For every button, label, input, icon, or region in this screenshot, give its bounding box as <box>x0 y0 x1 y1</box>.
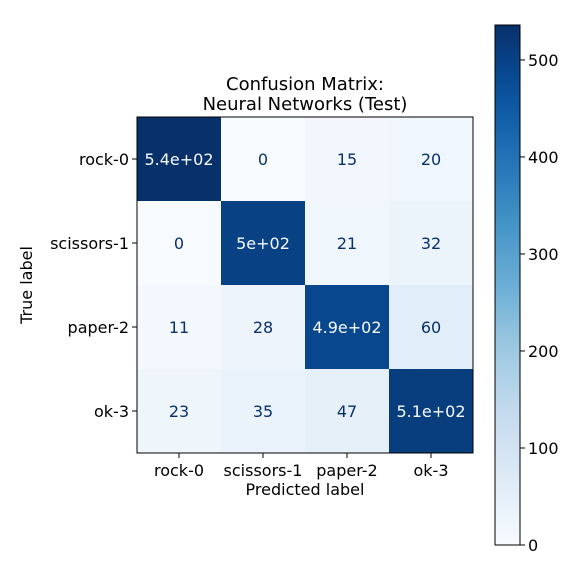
y-tick-label: rock-0 <box>79 150 129 169</box>
y-axis-label: True label <box>17 246 36 325</box>
matrix-cell <box>305 285 389 369</box>
cell-value-label: 28 <box>253 318 273 337</box>
colorbar <box>494 24 521 546</box>
x-tick-label: paper-2 <box>316 461 377 480</box>
colorbar-tick-label: 500 <box>528 51 559 70</box>
matrix-cell <box>389 117 473 201</box>
cell-value-label: 0 <box>174 234 184 253</box>
cell-value-label: 47 <box>337 402 357 421</box>
x-tick-label: rock-0 <box>154 461 204 480</box>
matrix-cell <box>389 369 473 453</box>
cell-value-label: 0 <box>258 150 268 169</box>
matrix-cell <box>221 117 305 201</box>
cell-value-label: 11 <box>169 318 189 337</box>
x-axis-ticks: rock-0 scissors-1 paper-2 ok-3 <box>154 453 449 480</box>
matrix-cell <box>305 369 389 453</box>
chart-title-line: Confusion Matrix: <box>226 74 384 95</box>
y-axis-ticks: rock-0 scissors-1 paper-2 ok-3 <box>50 150 137 421</box>
y-tick-label: scissors-1 <box>50 234 129 253</box>
cell-value-label: 5.1e+02 <box>396 402 465 421</box>
colorbar-tick-label: 200 <box>528 342 559 361</box>
cell-value-label: 35 <box>253 402 273 421</box>
colorbar-tick-label: 100 <box>528 439 559 458</box>
matrix-cell <box>137 285 221 369</box>
chart-title: Confusion Matrix:Neural Networks (Test) <box>203 74 408 115</box>
matrix-cell <box>221 285 305 369</box>
cell-value-label: 21 <box>337 234 357 253</box>
cell-value-label: 5.4e+02 <box>144 150 213 169</box>
matrix-cells <box>137 117 473 453</box>
x-tick-label: ok-3 <box>413 461 448 480</box>
cell-value-label: 20 <box>421 150 441 169</box>
matrix-cell <box>389 285 473 369</box>
cell-value-label: 5e+02 <box>236 234 290 253</box>
y-tick-label: paper-2 <box>68 318 129 337</box>
matrix-cell-labels: 5.4e+02 0 15 20 0 5e+02 21 32 11 28 4.9e+02 60 23 35 4… <box>144 150 465 421</box>
cell-value-label: 23 <box>169 402 189 421</box>
matrix-cell <box>389 201 473 285</box>
matrix-cell <box>137 117 221 201</box>
matrix-cell <box>221 201 305 285</box>
matrix-cell <box>305 201 389 285</box>
x-tick-label: scissors-1 <box>224 461 303 480</box>
cell-value-label: 32 <box>421 234 441 253</box>
colorbar-tick-label: 0 <box>528 536 538 555</box>
chart-title-line: Neural Networks (Test) <box>203 94 408 115</box>
cell-value-label: 60 <box>421 318 441 337</box>
matrix-cell <box>221 369 305 453</box>
colorbar-tick-label: 400 <box>528 148 559 167</box>
cell-value-label: 4.9e+02 <box>312 318 381 337</box>
matrix-cell <box>137 369 221 453</box>
plot-frame <box>136 116 474 454</box>
x-axis-label: Predicted label <box>246 480 365 499</box>
colorbar-ticks: 0 100 200 300 400 500 <box>520 51 559 555</box>
cell-value-label: 15 <box>337 150 357 169</box>
matrix-cell <box>137 201 221 285</box>
y-tick-label: ok-3 <box>94 402 129 421</box>
colorbar-tick-label: 300 <box>528 245 559 264</box>
matrix-cell <box>305 117 389 201</box>
